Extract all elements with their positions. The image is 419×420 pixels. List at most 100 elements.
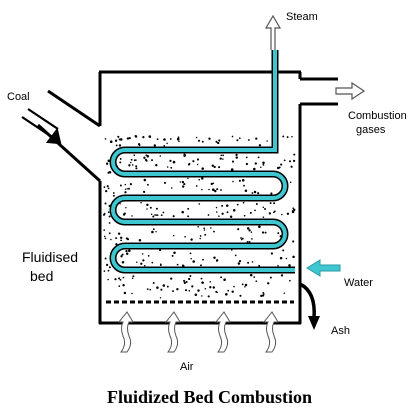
bed-particle [125,250,128,253]
bed-particle [151,159,153,162]
bed-particle [286,212,290,215]
bed-particle [203,229,206,231]
bed-particle [103,229,105,231]
bed-particle [209,286,212,289]
bed-particle [171,254,174,257]
bed-particle [192,160,195,163]
bed-particle [249,273,253,277]
bed-particle [283,292,286,294]
bed-particle [118,285,121,287]
bed-particle [103,235,106,238]
bed-particle [152,215,155,218]
bed-particle [213,165,216,169]
bed-particle [166,285,169,288]
bed-particle [160,214,163,217]
bed-particle [258,264,261,267]
bed-particle [234,254,237,257]
bed-particle [184,235,186,238]
bed-particles [103,135,296,299]
bed-particle [131,292,133,295]
bed-particle [159,155,162,157]
bed-particle [162,211,165,214]
bed-particle [190,257,192,260]
bed-particle [159,249,162,252]
bed-particle [236,203,239,206]
bed-particle [233,285,235,288]
bed-particle [121,260,125,264]
bed-particle [108,232,111,235]
bed-particle [125,237,128,240]
bed-particle [244,189,248,192]
bed-particle [237,262,241,265]
bed-particle [142,190,146,194]
bed-particle [119,138,123,141]
coal-inlet-arrow-icon [21,108,62,145]
bed-particle [163,144,166,147]
bed-particle [222,154,224,157]
water-tube [109,50,295,274]
bed-particle [244,283,248,287]
bed-particle [212,188,215,191]
bed-particle [266,140,268,142]
bed-particle [188,277,191,281]
bed-particle [149,206,152,209]
bed-particle [181,210,184,214]
bed-particle [208,137,211,140]
bed-particle [258,225,261,229]
bed-particle [146,154,150,158]
bed-particle [264,231,267,234]
bed-particle [104,138,107,140]
bed-particle [170,277,173,280]
bed-particle [247,139,250,141]
air-label: Air [180,361,194,373]
bed-particle [128,187,130,190]
bed-particle [293,153,296,156]
steam-arrow-icon [264,14,282,50]
bed-particle [251,192,254,194]
bed-particle [192,260,195,263]
bed-particle [114,278,117,281]
bed-particle [204,288,207,290]
bed-particle [282,135,285,138]
bed-particle [172,234,175,237]
bed-particle [248,241,251,243]
bed-particle [103,186,106,189]
bed-particle [257,156,260,159]
bed-particle [201,188,203,191]
bed-particle [202,258,204,261]
bed-particle [119,278,122,281]
bed-particle [143,156,146,159]
bed-particle [257,192,260,195]
bed-particle [241,283,244,286]
bed-particle [163,181,167,184]
bed-particle [107,159,110,162]
bed-particle [225,204,229,207]
bed-particle [210,227,212,229]
bed-particle [215,206,218,209]
bed-particle [107,269,110,272]
bed-particle [245,156,248,159]
bed-particle [108,170,112,174]
bed-particle [200,277,203,280]
bed-particle [138,238,142,242]
bed-particle [277,232,280,235]
bed-particle [273,210,276,213]
bed-particle [147,255,150,257]
bed-particle [132,275,135,278]
bed-particle [150,213,153,215]
bed-particle [120,239,123,242]
bed-particle [197,139,201,142]
bed-particle [142,135,145,139]
bed-particle [215,290,218,293]
bed-particle [125,252,129,255]
bed-particle [176,137,180,141]
bed-particle [288,264,291,267]
bed-particle [198,178,201,181]
bed-particle [278,166,281,169]
bed-particle [196,163,199,166]
bed-particle [255,203,258,205]
steam-label: Steam [286,11,318,23]
bed-particle [280,274,284,277]
bed-particle [291,210,295,214]
bed-particle [130,158,133,161]
